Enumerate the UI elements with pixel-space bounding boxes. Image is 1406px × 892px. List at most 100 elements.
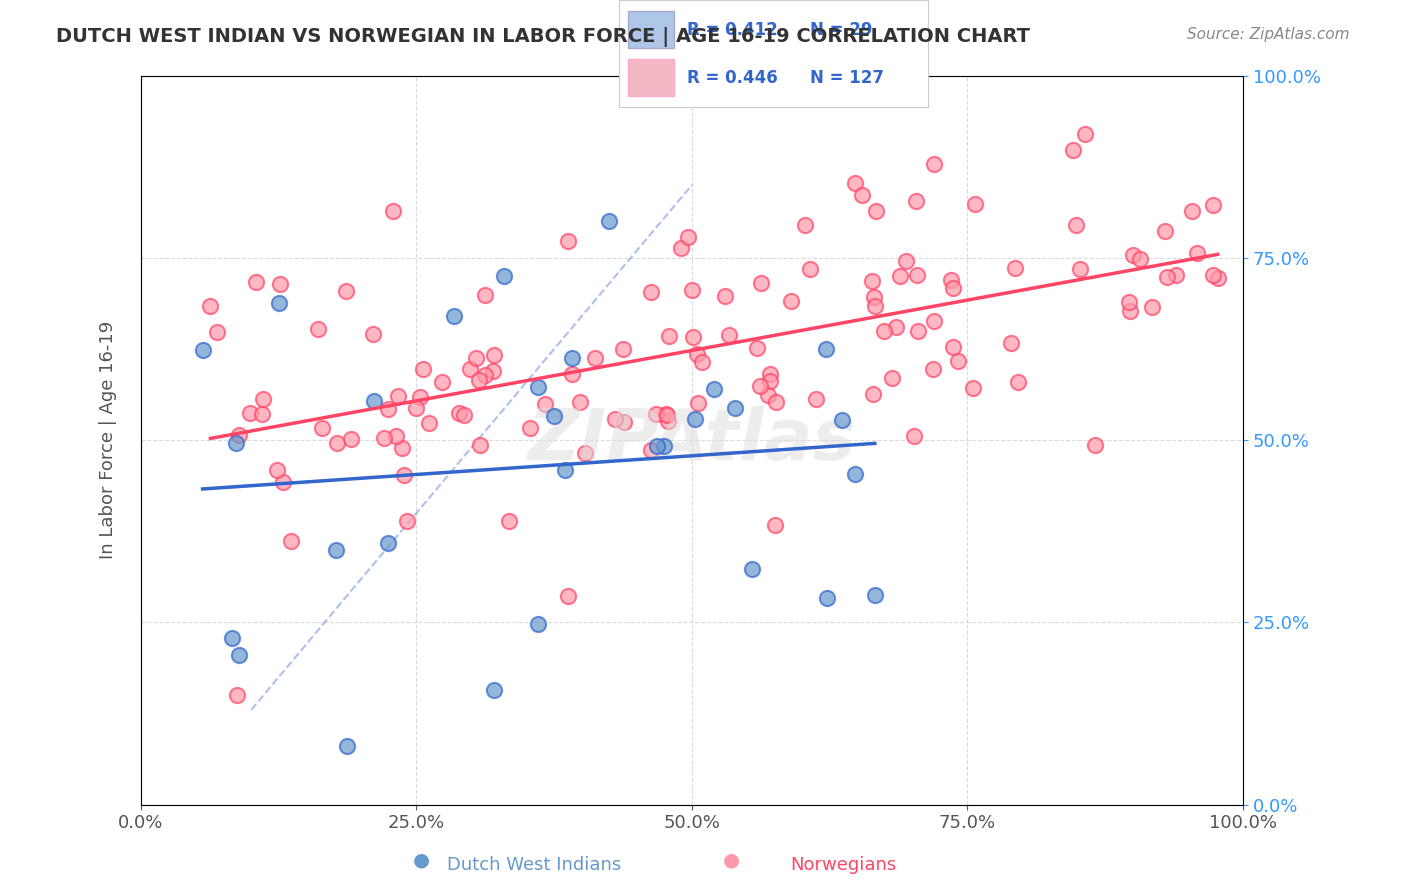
Dutch West Indians [561, 351, 583, 365]
Norwegians [311, 421, 333, 435]
Norwegians [377, 401, 399, 416]
Norwegians [533, 396, 555, 410]
Dutch West Indians [267, 296, 290, 310]
Dutch West Indians [863, 588, 886, 602]
Text: ●: ● [413, 851, 430, 870]
Norwegians [325, 436, 347, 450]
FancyBboxPatch shape [628, 59, 675, 96]
Norwegians [922, 362, 945, 376]
Norwegians [1156, 269, 1178, 284]
Norwegians [1069, 261, 1091, 276]
Norwegians [894, 254, 917, 268]
Norwegians [717, 327, 740, 342]
Dutch West Indians [526, 616, 548, 631]
Norwegians [226, 688, 249, 702]
Dutch West Indians [815, 591, 838, 606]
Dutch West Indians [492, 269, 515, 284]
Norwegians [905, 268, 928, 282]
Norwegians [245, 275, 267, 289]
Norwegians [468, 438, 491, 452]
Dutch West Indians [598, 214, 620, 228]
Norwegians [280, 533, 302, 548]
Norwegians [780, 293, 803, 308]
Norwegians [685, 346, 707, 360]
Norwegians [657, 414, 679, 428]
Norwegians [640, 442, 662, 457]
Norwegians [340, 432, 363, 446]
Norwegians [682, 329, 704, 343]
Norwegians [922, 157, 945, 171]
Norwegians [749, 378, 772, 392]
Norwegians [942, 340, 965, 354]
Norwegians [468, 373, 491, 387]
Norwegians [418, 416, 440, 430]
Norwegians [271, 475, 294, 489]
Dutch West Indians [225, 436, 247, 450]
Norwegians [603, 412, 626, 426]
Y-axis label: In Labor Force | Age 16-19: In Labor Force | Age 16-19 [100, 321, 117, 559]
Dutch West Indians [652, 439, 675, 453]
Norwegians [865, 204, 887, 219]
Norwegians [569, 394, 592, 409]
Norwegians [464, 351, 486, 366]
Norwegians [1062, 143, 1084, 157]
Text: R = 0.412: R = 0.412 [686, 21, 778, 39]
Norwegians [200, 299, 222, 313]
Norwegians [1004, 261, 1026, 276]
Norwegians [1084, 437, 1107, 451]
Norwegians [962, 381, 984, 395]
Norwegians [519, 420, 541, 434]
Norwegians [1202, 198, 1225, 212]
Norwegians [860, 274, 883, 288]
Norwegians [1185, 245, 1208, 260]
FancyBboxPatch shape [628, 11, 675, 48]
Norwegians [794, 219, 817, 233]
Norwegians [205, 325, 228, 339]
Norwegians [394, 468, 416, 483]
Norwegians [387, 389, 409, 403]
Dutch West Indians [831, 413, 853, 427]
Norwegians [863, 290, 886, 304]
Norwegians [862, 387, 884, 401]
Norwegians [1140, 300, 1163, 314]
Norwegians [872, 324, 894, 338]
Norwegians [430, 375, 453, 389]
Norwegians [498, 514, 520, 528]
Norwegians [889, 269, 911, 284]
Norwegians [381, 203, 404, 218]
Norwegians [409, 390, 432, 404]
Norwegians [1119, 303, 1142, 318]
Norwegians [335, 285, 357, 299]
Dutch West Indians [336, 739, 359, 754]
Norwegians [1206, 271, 1229, 285]
Norwegians [690, 355, 713, 369]
Dutch West Indians [554, 463, 576, 477]
Text: R = 0.446: R = 0.446 [686, 70, 778, 87]
Dutch West Indians [377, 536, 399, 550]
Norwegians [1164, 268, 1187, 283]
Norwegians [1129, 252, 1152, 266]
Norwegians [574, 446, 596, 460]
Dutch West Indians [815, 342, 838, 356]
Norwegians [1000, 336, 1022, 351]
Dutch West Indians [443, 309, 465, 323]
Norwegians [266, 463, 288, 477]
Norwegians [907, 324, 929, 338]
Norwegians [269, 277, 291, 291]
Norwegians [613, 415, 636, 429]
Norwegians [391, 441, 413, 455]
Norwegians [863, 299, 886, 313]
Dutch West Indians [191, 343, 214, 357]
Norwegians [749, 276, 772, 290]
Norwegians [844, 176, 866, 190]
Norwegians [252, 392, 274, 406]
Norwegians [640, 285, 662, 299]
Norwegians [942, 281, 965, 295]
Norwegians [756, 388, 779, 402]
Norwegians [307, 322, 329, 336]
Norwegians [1181, 204, 1204, 219]
Norwegians [250, 407, 273, 421]
Norwegians [228, 428, 250, 442]
Dutch West Indians [325, 543, 347, 558]
Text: ZIPAtlas: ZIPAtlas [527, 406, 856, 475]
